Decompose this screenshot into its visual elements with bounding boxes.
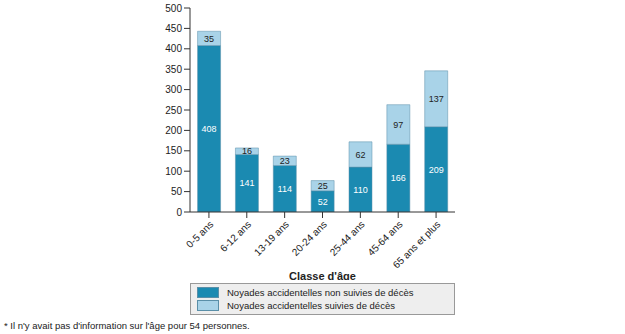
svg-text:114: 114 [278,184,292,194]
svg-text:408: 408 [202,124,217,134]
svg-text:500: 500 [165,3,182,14]
svg-text:0-5 ans: 0-5 ans [184,219,215,250]
svg-text:Classe d'âge: Classe d'âge [289,270,356,280]
svg-text:62: 62 [355,150,365,160]
svg-text:52: 52 [318,197,328,207]
svg-text:25-44 ans: 25-44 ans [328,219,367,258]
html-text:Noyades accidentelles non suiv: Noyades accidentelles non suivies de déc… [227,287,414,298]
svg-text:141: 141 [239,178,254,188]
svg-text:110: 110 [353,185,367,195]
svg-text:450: 450 [165,23,182,34]
svg-text:400: 400 [165,43,182,54]
svg-text:6-12 ans: 6-12 ans [218,219,253,254]
svg-text:97: 97 [393,120,403,130]
svg-text:35: 35 [204,34,214,44]
svg-text:0: 0 [176,207,182,218]
svg-text:50: 50 [171,186,183,197]
svg-text:100: 100 [165,166,182,177]
svg-text:45-64 ans: 45-64 ans [365,219,404,258]
svg-text:13-19 ans: 13-19 ans [252,219,291,258]
svg-text:20-24 ans: 20-24 ans [290,219,329,258]
svg-text:250: 250 [165,105,182,116]
svg-text:65 ans et plus: 65 ans et plus [391,219,443,271]
svg-text:150: 150 [165,145,182,156]
svg-text:300: 300 [165,84,182,95]
svg-text:350: 350 [165,64,182,75]
svg-text:166: 166 [391,173,406,183]
html-text:* Il n'y avait pas d'informati: * Il n'y avait pas d'information sur l'â… [4,320,250,331]
svg-text:23: 23 [280,156,290,166]
svg-text:200: 200 [165,125,182,136]
svg-text:25: 25 [318,181,328,191]
html-text:Noyades accidentelles suivies: Noyades accidentelles suivies de décès [227,300,395,311]
svg-text:209: 209 [429,165,444,175]
svg-text:137: 137 [429,94,444,104]
svg-text:16: 16 [242,146,252,156]
